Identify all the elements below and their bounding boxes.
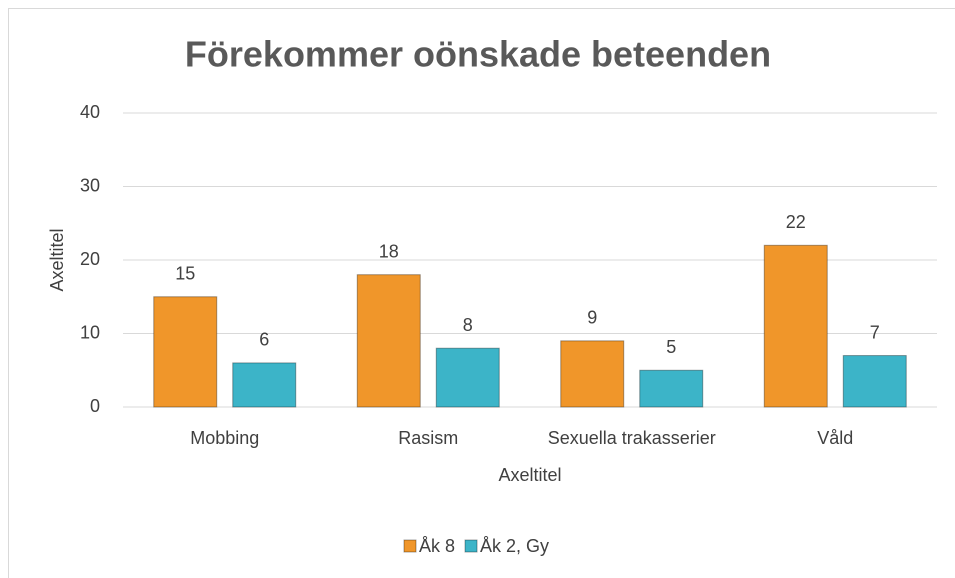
bar (560, 340, 625, 408)
bar (435, 347, 500, 408)
value-label: 22 (786, 212, 806, 232)
bar (763, 244, 828, 408)
x-tick-label: Sexuella trakasserier (548, 428, 716, 448)
chart-title: Förekommer oönskade beteenden (185, 34, 771, 75)
bar (232, 362, 297, 408)
legend-label: Åk 2, Gy (480, 536, 549, 556)
value-label: 5 (666, 337, 676, 357)
y-axis-title: Axeltitel (47, 228, 67, 291)
bar (153, 296, 218, 408)
value-label: 15 (175, 264, 195, 284)
legend-swatch (464, 539, 478, 553)
x-axis-title: Axeltitel (498, 465, 561, 485)
bar (356, 274, 421, 408)
value-label: 7 (870, 322, 880, 342)
value-label: 9 (587, 308, 597, 328)
bar (639, 369, 704, 408)
x-tick-label: Rasism (398, 428, 458, 448)
value-label: 6 (259, 330, 269, 350)
y-tick-label: 0 (90, 396, 100, 416)
bar (842, 355, 907, 408)
y-tick-label: 40 (80, 102, 100, 122)
y-tick-label: 30 (80, 175, 100, 195)
y-tick-label: 10 (80, 322, 100, 342)
value-label: 18 (379, 241, 399, 261)
legend-label: Åk 8 (419, 536, 455, 556)
x-tick-label: Våld (817, 428, 853, 448)
value-label: 8 (463, 315, 473, 335)
legend-swatch (403, 539, 417, 553)
x-tick-label: Mobbing (190, 428, 259, 448)
y-tick-label: 20 (80, 249, 100, 269)
